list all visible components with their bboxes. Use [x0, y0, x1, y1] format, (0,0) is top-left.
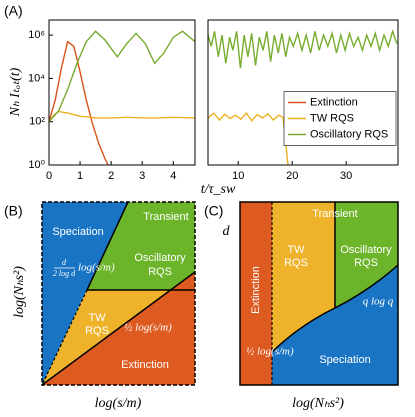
region-label: RQS [284, 257, 308, 269]
legend-label: Oscillatory RQS [310, 128, 388, 140]
series-line [49, 110, 195, 123]
region-label: TW [88, 312, 106, 324]
y-axis-label: d [223, 224, 231, 239]
region-label: RQS [85, 325, 109, 337]
panel-label: (A) [4, 3, 23, 19]
boundary-label: q log q [363, 296, 394, 308]
boundary-label: ½ log(s/m) [124, 322, 172, 334]
region-label: Speciation [319, 354, 370, 366]
boundary [86, 201, 129, 291]
x-tick-label: 2 [108, 170, 114, 182]
region-label: TW [287, 244, 305, 256]
panel-label: (B) [4, 203, 23, 219]
y-tick-label: 10² [29, 116, 45, 128]
x-axis-label: t/τ_sw [201, 182, 236, 197]
axes-frame [207, 19, 399, 166]
boundary [41, 271, 196, 386]
boundary-label: log(s/m) [78, 262, 115, 274]
boundary-label: ½ log(s/m) [246, 346, 294, 358]
x-tick-label: 10 [232, 170, 244, 182]
boundary-label: 2 log d [53, 269, 76, 278]
region-label: Extinction [250, 266, 262, 314]
x-tick-label: 4 [170, 170, 176, 182]
panel-frame [239, 201, 399, 386]
y-axis-label: Nₕ Iₜₒₜ(t) [8, 67, 23, 117]
region-label: Transient [312, 208, 357, 220]
region-label: RQS [354, 257, 378, 269]
panel-label: (C) [204, 203, 223, 219]
boundary [41, 289, 88, 386]
boundary-label: d [62, 258, 67, 267]
y-tick-label: 10⁶ [28, 29, 45, 41]
y-tick-label: 10⁴ [28, 72, 45, 84]
region-label: Transient [143, 211, 188, 223]
region-label: Oscillatory [134, 252, 186, 264]
region [240, 202, 272, 385]
region [272, 202, 335, 352]
region [87, 202, 195, 290]
region-label: Speciation [52, 226, 103, 238]
region-label: Oscillatory [340, 244, 392, 256]
y-tick-label: 10⁰ [28, 159, 45, 171]
x-tick-label: 1 [77, 170, 83, 182]
x-tick-label: 30 [340, 170, 352, 182]
legend-label: Extinction [310, 96, 358, 108]
region-label: RQS [148, 266, 172, 278]
region [335, 202, 398, 308]
x-tick-label: 20 [286, 170, 298, 182]
x-tick-label: 0 [46, 170, 52, 182]
series-line [49, 40, 109, 165]
region [272, 265, 398, 385]
y-axis-label: log(Nₕs²) [12, 266, 27, 318]
series-line [208, 28, 398, 69]
x-axis-label: log(s/m) [95, 396, 142, 411]
legend-label: TW RQS [310, 112, 354, 124]
series-line [208, 111, 289, 165]
x-tick-label: 3 [139, 170, 145, 182]
series-line [49, 30, 195, 123]
x-axis-label: log(Nₕs²) [292, 396, 344, 411]
axes-frame [48, 19, 196, 166]
region-label: Extinction [121, 359, 169, 371]
